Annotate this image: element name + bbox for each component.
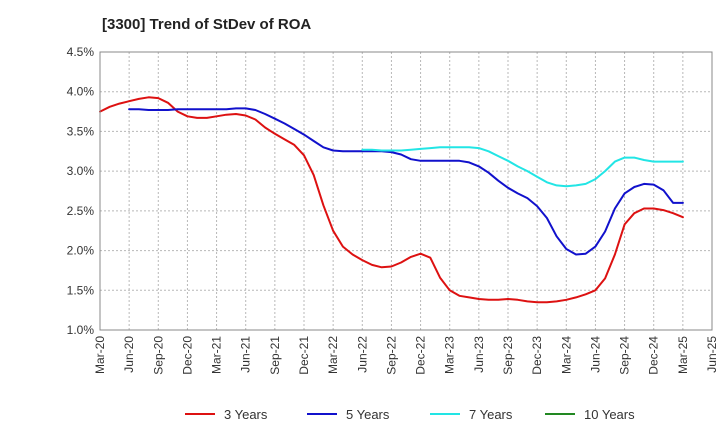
series-line-7-years bbox=[361, 146, 684, 188]
axes: 4.5% 4.0% 3.5% 3.0% 2.5% 2.0% 1.5% 1.0%Mar-20 Ju… bbox=[67, 45, 719, 375]
series-lines bbox=[99, 96, 684, 304]
x-tick-label: Dec-22 bbox=[414, 336, 428, 375]
legend-label-10-years: 10 Years bbox=[584, 407, 635, 422]
x-tick-label: Dec-23 bbox=[530, 336, 544, 375]
y-tick-label: 1.0% bbox=[67, 323, 95, 337]
x-tick-label: Jun-25 bbox=[705, 336, 719, 373]
x-tick-label: Jun-24 bbox=[588, 336, 602, 373]
x-tick-label: Jun-21 bbox=[239, 336, 253, 373]
legend-label-3-years: 3 Years bbox=[224, 407, 268, 422]
chart-title: [3300] Trend of StDev of ROA bbox=[102, 16, 311, 33]
grid-lines bbox=[100, 52, 712, 330]
x-tick-label: Jun-20 bbox=[122, 336, 136, 373]
x-tick-label: Mar-23 bbox=[443, 336, 457, 374]
legend-label-7-years: 7 Years bbox=[469, 407, 513, 422]
x-tick-label: Dec-24 bbox=[647, 336, 661, 375]
y-tick-label: 3.5% bbox=[67, 124, 95, 138]
x-tick-label: Sep-20 bbox=[151, 336, 165, 375]
x-tick-label: Mar-20 bbox=[93, 336, 107, 374]
series-line-5-years bbox=[128, 107, 684, 256]
legend-label-5-years: 5 Years bbox=[346, 407, 390, 422]
y-tick-label: 3.0% bbox=[67, 164, 95, 178]
x-tick-label: Sep-21 bbox=[268, 336, 282, 375]
x-tick-label: Jun-23 bbox=[472, 336, 486, 373]
x-tick-label: Mar-21 bbox=[210, 336, 224, 374]
x-tick-label: Sep-24 bbox=[618, 336, 632, 375]
x-tick-label: Mar-25 bbox=[676, 336, 690, 374]
series-line-3-years bbox=[99, 96, 684, 304]
legend: 3 Years 5 Years 7 Years 10 Years bbox=[185, 407, 635, 422]
x-tick-label: Sep-22 bbox=[384, 336, 398, 375]
y-tick-label: 2.5% bbox=[67, 204, 95, 218]
x-tick-label: Mar-22 bbox=[326, 336, 340, 374]
x-tick-label: Mar-24 bbox=[559, 336, 573, 374]
x-tick-label: Jun-22 bbox=[355, 336, 369, 373]
x-tick-label: Dec-21 bbox=[297, 336, 311, 375]
plot-frame bbox=[99, 51, 713, 331]
y-tick-label: 2.0% bbox=[67, 244, 95, 258]
y-tick-label: 1.5% bbox=[67, 283, 95, 297]
y-tick-label: 4.5% bbox=[67, 45, 95, 59]
x-tick-label: Dec-20 bbox=[180, 336, 194, 375]
y-tick-label: 4.0% bbox=[67, 85, 95, 99]
x-tick-label: Sep-23 bbox=[501, 336, 515, 375]
